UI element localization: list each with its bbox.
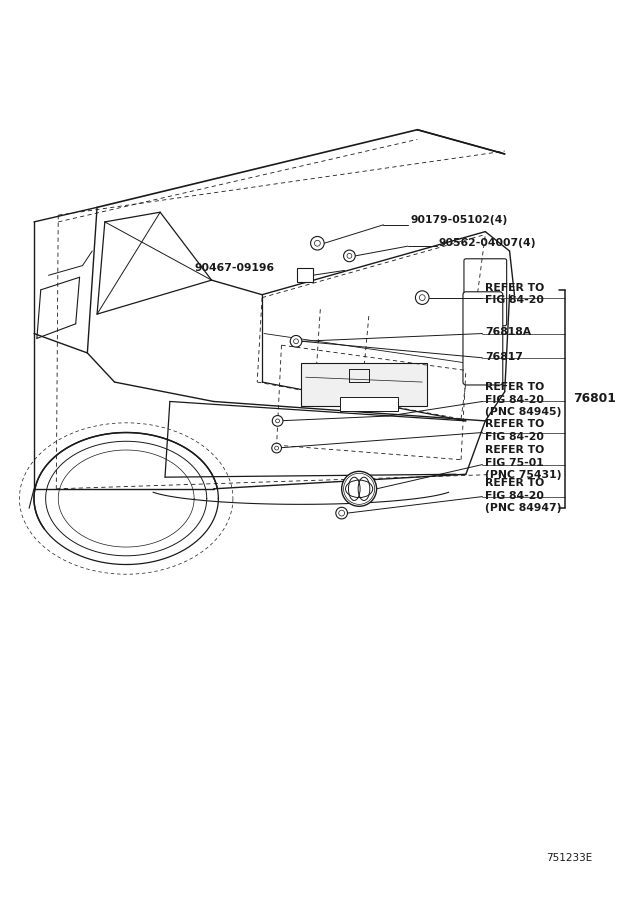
Circle shape: [339, 510, 345, 516]
Text: REFER TO
FIG 84-20
(PNC 84947): REFER TO FIG 84-20 (PNC 84947): [485, 478, 562, 513]
Circle shape: [314, 240, 321, 247]
Text: REFER TO
FIG 84-20: REFER TO FIG 84-20: [485, 283, 544, 305]
Text: 90562-04007(4): 90562-04007(4): [439, 238, 536, 248]
Text: 76801: 76801: [573, 392, 616, 405]
Text: 90467-09196: 90467-09196: [194, 263, 274, 273]
Circle shape: [294, 339, 298, 344]
Circle shape: [419, 294, 425, 301]
Text: REFER TO
FIG 75-01
(PNC 75431): REFER TO FIG 75-01 (PNC 75431): [485, 446, 562, 480]
FancyBboxPatch shape: [301, 363, 427, 406]
Circle shape: [311, 237, 324, 250]
FancyBboxPatch shape: [464, 259, 507, 326]
Circle shape: [347, 254, 352, 258]
Circle shape: [275, 446, 278, 450]
Text: REFER TO
FIG 84-20
(PNC 84945): REFER TO FIG 84-20 (PNC 84945): [485, 382, 562, 417]
Circle shape: [272, 443, 281, 453]
Circle shape: [276, 418, 280, 423]
Circle shape: [415, 291, 429, 304]
Circle shape: [343, 250, 355, 262]
Bar: [297, 268, 312, 282]
Text: REFER TO
FIG 84-20: REFER TO FIG 84-20: [485, 419, 544, 442]
Bar: [340, 397, 398, 411]
Text: 76817: 76817: [485, 352, 523, 362]
Circle shape: [290, 336, 302, 347]
Circle shape: [272, 416, 283, 427]
FancyBboxPatch shape: [463, 292, 503, 385]
Text: 751233E: 751233E: [546, 852, 592, 862]
Text: 90179-05102(4): 90179-05102(4): [410, 215, 508, 225]
Circle shape: [336, 508, 347, 519]
Circle shape: [343, 473, 374, 504]
Circle shape: [342, 472, 376, 507]
Text: 76818A: 76818A: [485, 327, 531, 337]
